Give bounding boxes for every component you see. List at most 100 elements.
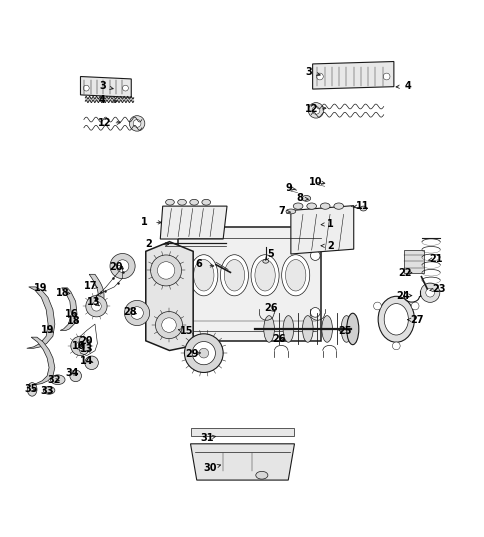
Circle shape (382, 73, 389, 80)
Text: 14: 14 (80, 357, 93, 366)
Text: 27: 27 (409, 315, 423, 325)
Text: 9: 9 (285, 183, 291, 193)
Circle shape (198, 349, 208, 358)
Text: 30: 30 (203, 463, 216, 473)
Circle shape (184, 334, 223, 373)
Ellipse shape (321, 316, 332, 342)
Text: 25: 25 (337, 326, 351, 336)
Text: 3: 3 (304, 67, 311, 77)
Polygon shape (312, 62, 393, 89)
Circle shape (410, 302, 418, 310)
Text: 32: 32 (47, 375, 60, 384)
Text: 7: 7 (278, 206, 285, 216)
Text: 18: 18 (67, 316, 81, 326)
Ellipse shape (27, 383, 37, 396)
Circle shape (133, 120, 141, 127)
Ellipse shape (340, 316, 351, 342)
Circle shape (420, 283, 439, 302)
Circle shape (373, 302, 380, 310)
Text: 18: 18 (56, 288, 69, 297)
Ellipse shape (189, 199, 198, 205)
Ellipse shape (251, 255, 278, 296)
Circle shape (116, 260, 129, 272)
Ellipse shape (302, 195, 310, 201)
Ellipse shape (359, 206, 366, 211)
Ellipse shape (255, 259, 274, 291)
Circle shape (76, 342, 85, 350)
Ellipse shape (346, 313, 358, 345)
Ellipse shape (293, 203, 302, 209)
Ellipse shape (262, 259, 268, 263)
Text: 35: 35 (24, 384, 38, 394)
Polygon shape (290, 206, 353, 254)
Ellipse shape (320, 203, 329, 209)
Text: 4: 4 (99, 95, 106, 105)
Text: 2: 2 (327, 241, 333, 251)
Ellipse shape (201, 199, 210, 205)
Text: 15: 15 (180, 326, 193, 336)
Ellipse shape (383, 303, 408, 335)
Text: 31: 31 (199, 433, 213, 443)
Ellipse shape (302, 316, 313, 342)
Text: 19: 19 (34, 283, 47, 293)
Circle shape (312, 106, 319, 114)
Text: 16: 16 (72, 341, 86, 351)
Text: 33: 33 (40, 386, 53, 396)
Text: 34: 34 (65, 368, 79, 378)
Circle shape (155, 311, 182, 339)
Polygon shape (89, 274, 104, 307)
Text: 21: 21 (428, 254, 442, 264)
Text: 28: 28 (123, 307, 137, 317)
Text: 8: 8 (296, 193, 302, 204)
Text: 20: 20 (109, 262, 122, 272)
Circle shape (157, 262, 174, 279)
Circle shape (308, 103, 323, 118)
Ellipse shape (283, 316, 293, 342)
Text: 24: 24 (395, 291, 409, 301)
Text: 26: 26 (272, 333, 285, 344)
Ellipse shape (281, 255, 309, 296)
Circle shape (310, 308, 319, 317)
Text: 20: 20 (79, 336, 93, 346)
Polygon shape (30, 337, 55, 384)
Text: 3: 3 (99, 81, 106, 91)
Circle shape (425, 288, 434, 297)
Text: 13: 13 (87, 297, 101, 307)
Circle shape (392, 342, 399, 350)
Circle shape (124, 300, 150, 325)
Ellipse shape (189, 255, 217, 296)
Text: 5: 5 (267, 249, 273, 259)
Polygon shape (403, 250, 424, 273)
Circle shape (129, 115, 145, 131)
Circle shape (83, 85, 89, 91)
Circle shape (91, 301, 101, 311)
Ellipse shape (286, 209, 295, 214)
Ellipse shape (378, 296, 413, 342)
Polygon shape (80, 76, 131, 97)
Circle shape (310, 251, 319, 260)
Circle shape (110, 253, 135, 279)
Ellipse shape (220, 255, 248, 296)
Text: 17: 17 (84, 281, 97, 291)
Ellipse shape (285, 259, 305, 291)
Circle shape (179, 308, 189, 317)
Circle shape (122, 85, 128, 91)
Circle shape (151, 255, 181, 286)
Text: 2: 2 (145, 240, 151, 249)
Circle shape (71, 336, 90, 355)
Text: 1: 1 (141, 217, 148, 227)
Text: 4: 4 (404, 81, 410, 91)
Circle shape (179, 251, 189, 260)
Text: 19: 19 (41, 325, 55, 336)
Circle shape (85, 356, 98, 369)
Ellipse shape (333, 203, 343, 209)
Polygon shape (27, 287, 55, 349)
Text: 26: 26 (263, 303, 277, 313)
Text: 12: 12 (304, 104, 318, 114)
Text: 10: 10 (309, 177, 322, 187)
Text: 13: 13 (79, 344, 93, 354)
Ellipse shape (224, 259, 244, 291)
Text: 12: 12 (98, 119, 111, 128)
Circle shape (70, 370, 81, 382)
Ellipse shape (43, 387, 55, 394)
